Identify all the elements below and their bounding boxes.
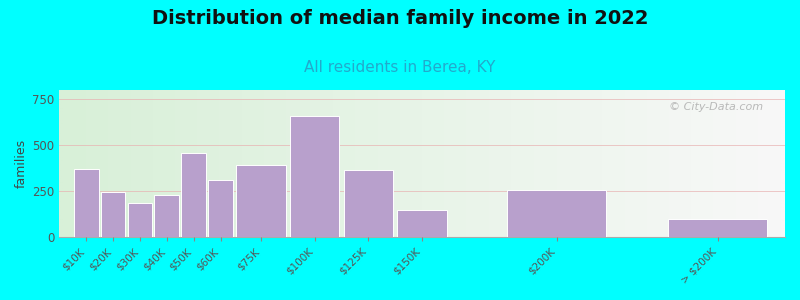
Bar — [101, 192, 126, 237]
Bar — [668, 219, 767, 237]
Bar — [154, 195, 179, 237]
Text: © City-Data.com: © City-Data.com — [669, 102, 763, 112]
Bar — [290, 116, 339, 237]
Y-axis label: families: families — [15, 139, 28, 188]
Bar — [344, 170, 393, 237]
Bar — [74, 169, 98, 237]
Bar — [182, 153, 206, 237]
Text: Distribution of median family income in 2022: Distribution of median family income in … — [152, 9, 648, 28]
Bar — [127, 203, 152, 237]
Bar — [398, 209, 447, 237]
Bar — [236, 165, 286, 237]
Bar — [507, 190, 606, 237]
Bar — [208, 180, 233, 237]
Text: All residents in Berea, KY: All residents in Berea, KY — [304, 60, 496, 75]
